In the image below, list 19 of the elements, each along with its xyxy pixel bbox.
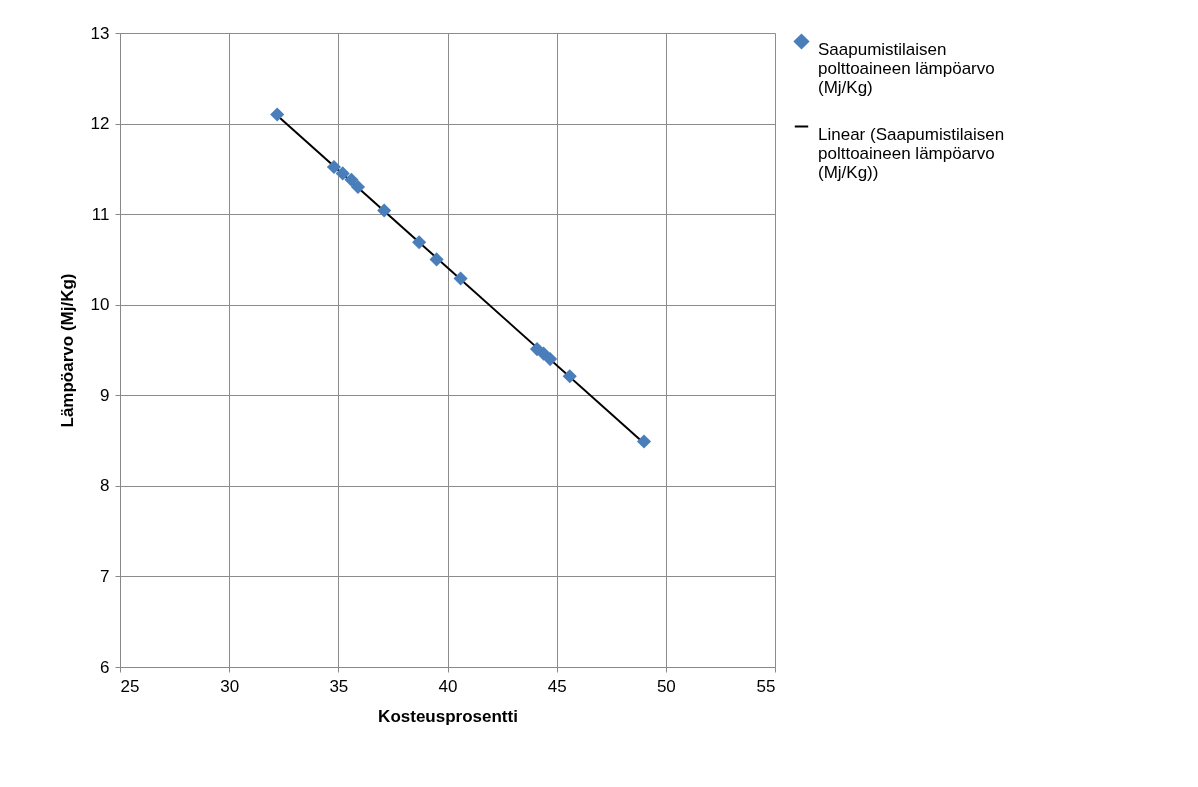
y-tick-label: 10 (90, 295, 110, 315)
y-tick-label: 9 (100, 385, 110, 405)
x-tick-label: 35 (329, 676, 349, 696)
x-tick-label: 50 (656, 676, 676, 696)
x-tick-label: 25 (120, 676, 140, 696)
x-tick-label: 30 (220, 676, 240, 696)
legend-label: Linear (Saapumistilaisen polttoaineen lämpöarvo (Mj/Kg)) (818, 124, 1005, 182)
y-axis-title: Lämpöarvo (Mj/Kg) (57, 273, 77, 428)
y-tick-label: 13 (90, 23, 110, 43)
y-tick-label: 6 (100, 657, 110, 677)
legend-label: Saapumistilaisen polttoaineen lämpöarvo (Mj/Kg) (818, 39, 995, 97)
x-axis-title: Kosteusprosentti (378, 706, 518, 726)
x-tick-label: 55 (756, 676, 776, 696)
x-tick-label: 40 (438, 676, 458, 696)
y-tick-label: 12 (90, 114, 110, 134)
y-tick-label: 11 (91, 204, 110, 224)
y-tick-label: 7 (100, 566, 110, 586)
y-tick-label: 8 (100, 476, 110, 496)
x-tick-label: 45 (547, 676, 567, 696)
